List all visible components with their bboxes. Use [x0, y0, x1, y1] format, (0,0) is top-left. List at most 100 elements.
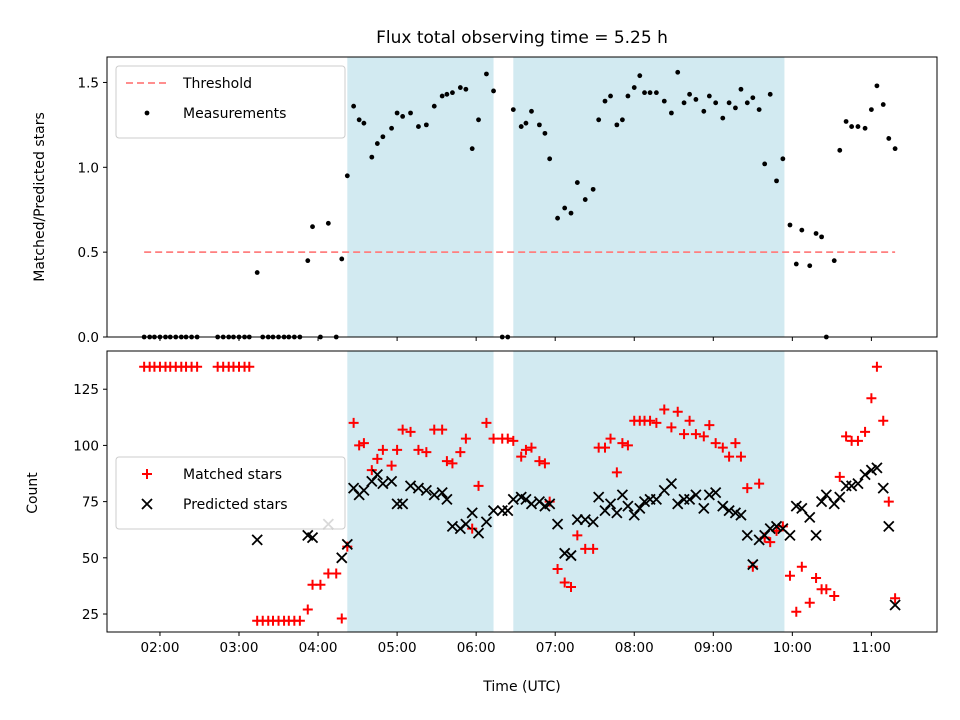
measurement-point	[389, 125, 394, 131]
predicted-star-marker	[251, 534, 263, 546]
y-tick-label: 0.0	[78, 330, 99, 346]
y-tick-label: 25	[82, 607, 99, 623]
measurement-point	[738, 86, 744, 92]
measurement-point	[862, 125, 868, 131]
measurement-point	[380, 134, 386, 140]
y-tick-label: 125	[73, 382, 99, 398]
matched-star-marker	[690, 429, 701, 440]
legend-label: Matched stars	[183, 467, 282, 483]
matched-star-marker	[588, 543, 599, 554]
predicted-star-marker	[358, 484, 370, 497]
x-tick-label: 09:00	[694, 640, 733, 656]
measurement-point	[596, 117, 602, 123]
measurement-point	[647, 90, 653, 96]
predicted-star-marker	[889, 599, 901, 611]
matched-star-marker	[302, 604, 313, 615]
predicted-star-marker	[466, 507, 478, 519]
measurement-point	[687, 91, 692, 97]
measurement-point	[254, 270, 260, 275]
matched-star-marker	[730, 438, 741, 449]
predicted-star-marker	[480, 516, 493, 528]
predicted-star-marker	[784, 529, 796, 541]
predicted-star-marker	[741, 529, 753, 541]
axes-frame	[106, 350, 938, 633]
legend-predicted-swatch	[141, 498, 153, 510]
predicted-star-marker	[852, 477, 864, 490]
measurement-point	[305, 258, 311, 264]
measurement-point	[693, 97, 699, 102]
measurement-point	[681, 100, 687, 106]
measurement-point	[780, 156, 786, 162]
predicted-star-marker	[845, 480, 858, 492]
measurement-point	[892, 146, 898, 152]
measurement-point	[726, 100, 732, 106]
predicted-star-marker	[385, 475, 398, 488]
matched-star-marker	[534, 456, 545, 467]
matched-star-marker	[871, 361, 882, 372]
matched-star-marker	[659, 404, 670, 415]
legend-measurement-swatch	[144, 110, 150, 116]
predicted-star-marker	[487, 504, 500, 517]
matched-star-marker	[860, 426, 871, 437]
measurement-point	[843, 119, 849, 124]
measurement-point	[637, 73, 643, 79]
predicted-star-marker	[616, 489, 629, 501]
chart-title: Flux total observing time = 5.25 h	[376, 28, 668, 48]
legend-label: Threshold	[182, 76, 252, 92]
matched-star-marker	[834, 471, 845, 482]
matched-star-marker	[852, 435, 863, 446]
predicted-star-marker	[472, 527, 485, 539]
measurement-point	[855, 124, 861, 129]
predicted-star-marker	[544, 498, 556, 510]
series-predicted-stars	[251, 462, 901, 611]
measurement-point	[631, 85, 637, 90]
predicted-star-marker	[877, 482, 889, 494]
matched-star-marker	[841, 431, 852, 442]
x-tick-label: 06:00	[457, 640, 496, 656]
measurement-point	[744, 100, 750, 106]
measurement-point	[750, 95, 756, 101]
measurement-point	[713, 100, 719, 106]
matched-star-marker	[455, 447, 466, 458]
predicted-star-marker	[551, 518, 564, 530]
measurement-point	[706, 93, 712, 99]
predicted-star-marker	[634, 502, 646, 514]
matched-star-marker	[508, 435, 519, 446]
y-axis-label-ratio: Matched/Predicted stars	[32, 112, 48, 282]
matched-star-marker	[784, 570, 795, 581]
matched-star-marker	[372, 453, 383, 464]
measurement-point	[582, 197, 588, 202]
series-measurements	[141, 69, 898, 340]
measurement-point	[807, 263, 813, 269]
y-tick-label: 1.0	[78, 160, 99, 176]
x-tick-label: 11:00	[852, 640, 891, 656]
measurement-point	[439, 93, 445, 99]
measurement-point	[619, 117, 625, 123]
matched-star-marker	[481, 417, 492, 428]
measurement-point	[762, 161, 768, 167]
matched-star-marker	[684, 415, 695, 426]
measurement-point	[799, 227, 805, 233]
measurement-point	[661, 98, 667, 104]
predicted-star-marker	[883, 520, 895, 532]
matched-star-marker	[294, 615, 305, 626]
measurement-point	[444, 91, 450, 97]
matched-star-marker	[765, 537, 776, 548]
predicted-star-marker	[604, 498, 617, 510]
x-tick-label: 07:00	[536, 640, 575, 656]
legend: Matched stars Predicted stars	[115, 456, 346, 530]
matched-star-marker	[488, 433, 499, 444]
measurement-point	[325, 220, 331, 226]
panel-1: 0.0 0.5 1.0 1.5 Threshold Measurements	[78, 56, 938, 346]
measurement-point	[555, 215, 560, 221]
measurement-point	[574, 180, 580, 185]
predicted-star-marker	[672, 498, 684, 510]
matched-star-marker	[559, 577, 570, 588]
measurement-point	[831, 258, 837, 264]
predicted-star-marker	[859, 469, 871, 481]
predicted-star-marker	[683, 493, 696, 506]
matched-star-marker	[566, 582, 577, 593]
legend-box	[115, 456, 346, 530]
measurement-point	[787, 222, 793, 228]
predicted-star-marker	[804, 511, 816, 523]
